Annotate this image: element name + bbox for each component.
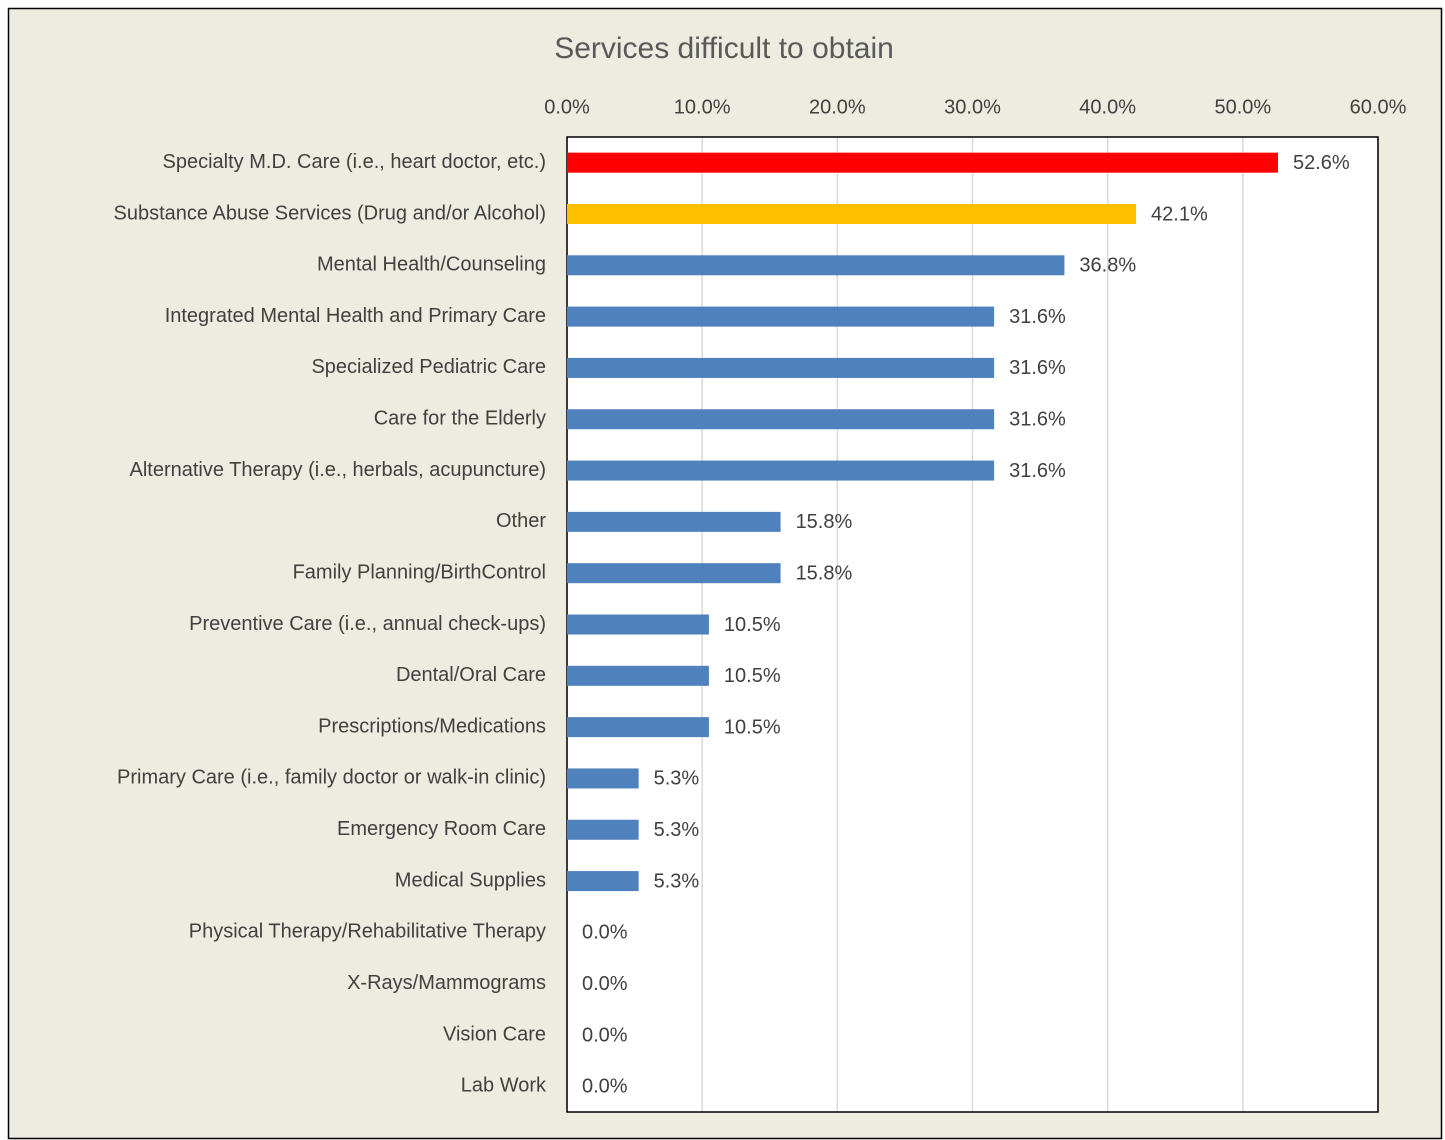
data-label: 0.0% — [582, 1076, 628, 1098]
data-label: 31.6% — [1009, 460, 1066, 482]
bar — [567, 871, 639, 892]
y-tick-label: Specialty M.D. Care (i.e., heart doctor,… — [163, 151, 546, 173]
y-tick-label: Substance Abuse Services (Drug and/or Al… — [114, 202, 546, 224]
chart-title: Services difficult to obtain — [554, 32, 894, 65]
bar — [567, 511, 781, 532]
data-label: 5.3% — [654, 819, 700, 841]
data-label: 5.3% — [654, 870, 700, 892]
data-label: 0.0% — [582, 1024, 628, 1046]
x-tick-label: 60.0% — [1350, 96, 1407, 118]
data-label: 31.6% — [1009, 357, 1066, 379]
bar — [567, 203, 1137, 224]
bar — [567, 306, 995, 327]
data-label: 52.6% — [1293, 152, 1350, 174]
data-label: 31.6% — [1009, 306, 1066, 328]
y-tick-label: Prescriptions/Medications — [318, 715, 546, 737]
data-label: 42.1% — [1151, 203, 1208, 225]
y-tick-label: Care for the Elderly — [374, 408, 546, 430]
y-tick-label: Alternative Therapy (i.e., herbals, acup… — [129, 459, 546, 481]
y-tick-label: Lab Work — [461, 1075, 547, 1097]
bar — [567, 563, 781, 584]
y-tick-label: Family Planning/BirthControl — [293, 561, 546, 583]
x-tick-label: 0.0% — [544, 96, 590, 118]
x-tick-label: 30.0% — [944, 96, 1001, 118]
y-tick-label: Other — [496, 510, 546, 532]
bar — [567, 409, 995, 430]
bar — [567, 717, 709, 738]
y-tick-label: Physical Therapy/Rehabilitative Therapy — [189, 921, 546, 943]
y-tick-label: Emergency Room Care — [337, 818, 546, 840]
x-tick-label: 40.0% — [1079, 96, 1136, 118]
data-label: 0.0% — [582, 922, 628, 944]
data-label: 0.0% — [582, 973, 628, 995]
data-label: 10.5% — [724, 665, 781, 687]
data-label: 15.8% — [796, 562, 853, 584]
y-tick-label: Specialized Pediatric Care — [311, 356, 546, 378]
bar — [567, 152, 1278, 173]
data-label: 31.6% — [1009, 409, 1066, 431]
bar — [567, 768, 639, 789]
y-tick-label: Primary Care (i.e., family doctor or wal… — [117, 767, 546, 789]
data-label: 15.8% — [796, 511, 853, 533]
bar — [567, 357, 995, 378]
data-label: 10.5% — [724, 716, 781, 738]
x-tick-label: 10.0% — [674, 96, 731, 118]
y-tick-label: Preventive Care (i.e., annual check-ups) — [189, 613, 546, 635]
y-tick-label: Mental Health/Counseling — [317, 254, 546, 276]
bar — [567, 255, 1065, 276]
x-tick-label: 50.0% — [1214, 96, 1271, 118]
data-label: 10.5% — [724, 614, 781, 636]
y-tick-label: Integrated Mental Health and Primary Car… — [165, 305, 546, 327]
data-label: 36.8% — [1079, 255, 1136, 277]
bar — [567, 614, 709, 635]
y-tick-label: Vision Care — [443, 1023, 546, 1045]
bar — [567, 665, 709, 686]
bar — [567, 819, 639, 840]
data-label: 5.3% — [654, 768, 700, 790]
x-tick-label: 20.0% — [809, 96, 866, 118]
bar — [567, 460, 995, 481]
y-tick-label: Medical Supplies — [395, 869, 546, 891]
y-tick-label: X-Rays/Mammograms — [347, 972, 546, 994]
y-tick-label: Dental/Oral Care — [396, 664, 546, 686]
